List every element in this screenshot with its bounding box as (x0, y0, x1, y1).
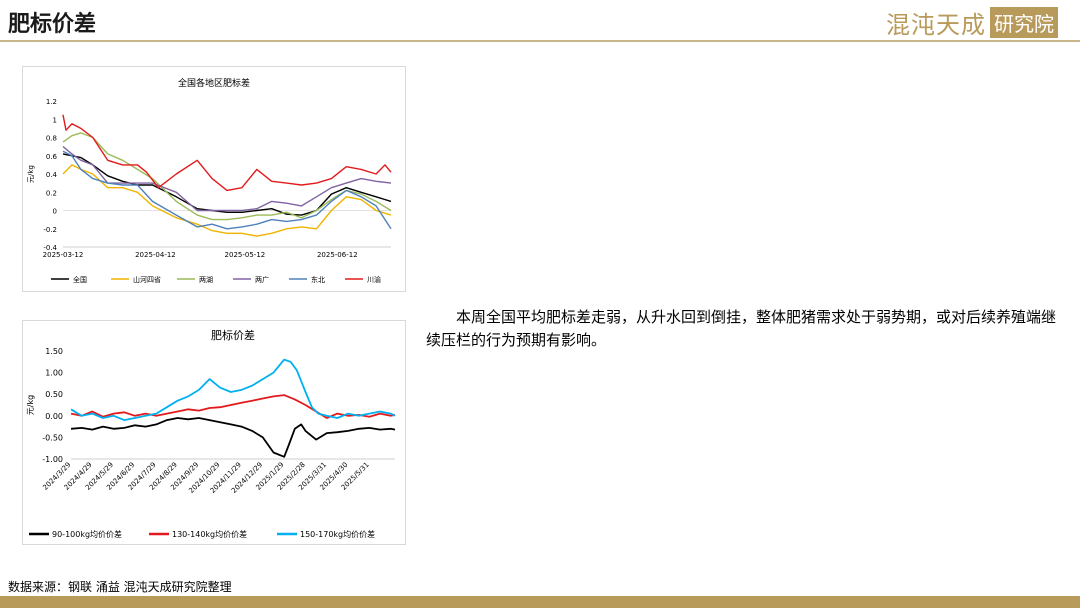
x-tick-label: 2025-06-12 (317, 251, 358, 259)
footer-bar (0, 596, 1080, 608)
legend-label: 东北 (311, 275, 325, 284)
x-tick-label: 2025-04-12 (135, 251, 176, 259)
y-tick-label: 0.00 (45, 412, 63, 421)
legend-label: 150-170kg均价价差 (300, 529, 375, 539)
y-tick-label: 0.8 (46, 135, 57, 143)
series-line-川渝 (62, 114, 392, 192)
series-line-东北 (62, 150, 392, 230)
logo: 混沌天成 研究院 (886, 6, 1058, 39)
body-text: 本周全国平均肥标差走弱，从升水回到倒挂，整体肥猪需求处于弱势期，或对后续养殖端继… (426, 308, 1057, 349)
series-line-两广 (62, 146, 392, 212)
series-line-全国 (62, 153, 392, 216)
legend-label: 90-100kg均价价差 (52, 529, 122, 539)
chart-weight-spread-svg: 肥标价差元/kg-1.00-0.500.000.501.001.502024/3… (26, 328, 396, 539)
legend-label: 130-140kg均价价差 (172, 529, 247, 539)
y-tick-label: -1.00 (42, 455, 63, 464)
chart-weight-spread: 肥标价差 元/kg -1.00 -0.50 0.00 0.50 1.00 1.50 2024/3… (22, 320, 406, 545)
legend-label: 全国 (73, 275, 87, 284)
series-line-130-140kg均价价差 (70, 394, 396, 419)
chart-title: 肥标价差 (211, 328, 255, 342)
x-tick-label: 2025-03-12 (43, 251, 84, 259)
y-tick-label: 0.50 (45, 390, 63, 399)
legend-label: 山河四省 (133, 275, 161, 284)
y-tick-label: 0.2 (46, 189, 57, 197)
chart-title: 全国各地区肥标差 (178, 77, 250, 89)
legend-label: 两湖 (199, 275, 213, 284)
y-tick-label: -0.2 (43, 226, 57, 234)
title-rule (0, 40, 1080, 42)
y-tick-label: 0.6 (46, 153, 58, 161)
source-note: 数据来源：钢联 涌益 混沌天成研究院整理 (8, 580, 232, 594)
series-line-150-170kg均价价差 (70, 358, 396, 421)
y-tick-label: -0.4 (43, 244, 57, 252)
chart-regional: 全国各地区肥标差元/kg -0.4 -0.2 0 0.2 0.4 0.6 0.8 1 1.2 202… (22, 66, 406, 292)
series-line-90-100kg均价价差 (70, 417, 396, 458)
legend-label: 两广 (255, 275, 269, 284)
logo-text: 混沌天成 (886, 10, 986, 39)
y-tick-label: 0 (53, 208, 57, 216)
series-line-山河四省 (62, 164, 392, 237)
y-tick-label: 1.50 (45, 347, 63, 356)
y-tick-label: 1.2 (46, 98, 57, 106)
y-axis-label: 元/kg (26, 395, 35, 415)
y-tick-label: 0.4 (46, 171, 58, 179)
y-axis-label: 元/kg (27, 165, 35, 183)
logo-box: 研究院 (990, 6, 1058, 38)
series-line-两湖 (62, 132, 392, 221)
y-tick-label: -0.50 (42, 433, 63, 442)
x-tick-label: 2025-05-12 (225, 251, 266, 259)
page-title: 肥标价差 (8, 11, 97, 37)
y-tick-label: 1 (53, 116, 57, 124)
legend-label: 川渝 (367, 275, 381, 284)
y-tick-label: 1.00 (45, 369, 63, 378)
